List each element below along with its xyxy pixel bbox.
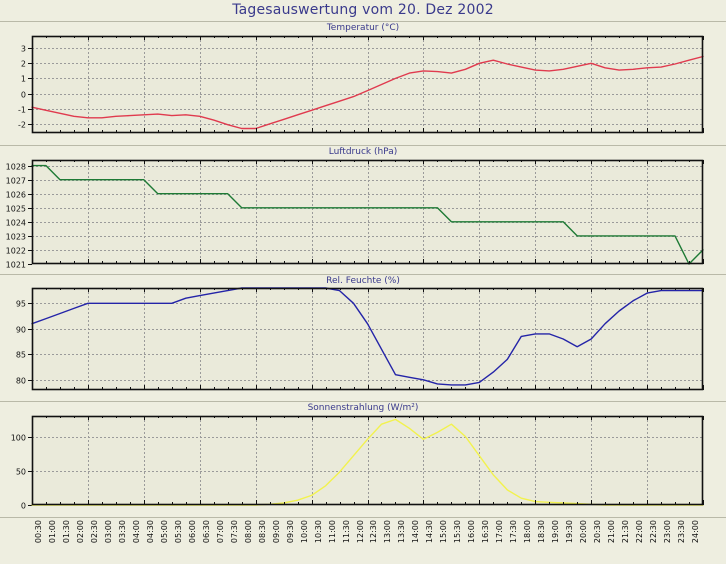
x-axis-label: 21:30 <box>621 520 631 544</box>
x-axis-label: 11:00 <box>327 520 337 544</box>
chart-svg-solar: 100 50 0 <box>11 415 704 511</box>
x-axis-label: 09:30 <box>285 520 295 544</box>
svg-text:0: 0 <box>21 502 26 511</box>
svg-text:2: 2 <box>21 60 26 69</box>
svg-text:-1: -1 <box>18 106 26 115</box>
svg-text:1: 1 <box>21 75 26 84</box>
svg-text:1028: 1028 <box>6 163 26 172</box>
x-axis-label: 01:30 <box>61 520 71 544</box>
svg-text:3: 3 <box>21 45 26 54</box>
x-axis-label: 10:30 <box>313 520 323 544</box>
x-axis-label: 04:00 <box>131 520 141 544</box>
x-axis-label: 22:00 <box>635 520 645 544</box>
svg-text:1021: 1021 <box>6 261 26 270</box>
chart-panel-solar: Sonnenstrahlung (W/m²) 100 50 0 <box>0 402 726 518</box>
x-axis-label: 08:30 <box>257 520 267 544</box>
x-axis-label: 04:30 <box>145 520 155 544</box>
x-axis-label: 02:30 <box>89 520 99 544</box>
svg-text:1027: 1027 <box>6 177 26 186</box>
x-axis-label: 23:00 <box>663 520 673 544</box>
x-axis-label: 24:00 <box>691 520 700 544</box>
x-axis-label: 16:30 <box>481 520 491 544</box>
svg-text:1026: 1026 <box>6 191 26 200</box>
chart-svg-temperature: 3 2 1 0 -1 -2 <box>18 35 704 134</box>
svg-text:-2: -2 <box>18 121 26 130</box>
title-band: Tagesauswertung vom 20. Dez 2002 <box>0 0 726 22</box>
x-axis-label: 12:30 <box>369 520 379 544</box>
svg-text:90: 90 <box>16 326 26 335</box>
x-axis-label: 11:30 <box>341 520 351 544</box>
chart-title-temperature: Temperatur (°C) <box>326 23 400 33</box>
x-axis-label: 14:00 <box>411 520 421 544</box>
x-axis-label: 19:00 <box>551 520 561 544</box>
x-axis-label: 22:30 <box>649 520 659 544</box>
x-axis-label: 03:30 <box>117 520 127 544</box>
x-axis-label: 09:00 <box>271 520 281 544</box>
x-axis-label: 17:30 <box>509 520 519 544</box>
chart-panel-pressure: Luftdruck (hPa) 1028 1027 1026 1025 1024 1023… <box>0 146 726 275</box>
x-axis-label: 12:00 <box>355 520 365 544</box>
x-axis-label: 18:00 <box>523 520 533 544</box>
x-axis-time-labels: 00:30 01:00 01:30 02:00 02:30 03:00 03:30 04:00… <box>0 518 726 564</box>
x-axis-label: 23:30 <box>677 520 687 544</box>
x-axis-label: 03:00 <box>103 520 113 544</box>
x-axis-label: 13:30 <box>397 520 407 544</box>
x-axis-label: 08:00 <box>243 520 253 544</box>
x-axis-label: 15:00 <box>439 520 449 544</box>
x-axis-label: 01:00 <box>47 520 57 544</box>
svg-text:85: 85 <box>16 351 26 360</box>
x-axis-label: 07:30 <box>229 520 239 544</box>
svg-text:50: 50 <box>16 468 26 477</box>
x-axis-label: 06:30 <box>201 520 211 544</box>
chart-title-humidity: Rel. Feuchte (%) <box>326 276 400 286</box>
x-axis-label: 17:00 <box>495 520 505 544</box>
x-axis-label: 21:00 <box>607 520 617 544</box>
svg-text:0: 0 <box>21 91 26 100</box>
chart-panel-humidity: Rel. Feuchte (%) 95 90 85 80 <box>0 275 726 402</box>
svg-text:1025: 1025 <box>6 205 26 214</box>
x-axis-label: 05:00 <box>159 520 169 544</box>
x-axis-label: 20:00 <box>579 520 589 544</box>
x-axis-label: 14:30 <box>425 520 435 544</box>
svg-text:1024: 1024 <box>6 219 26 228</box>
x-axis-label: 18:30 <box>537 520 547 544</box>
chart-svg-pressure: 1028 1027 1026 1025 1024 1023 1022 1021 <box>6 159 704 270</box>
chart-svg-humidity: 95 90 85 80 <box>16 287 704 391</box>
chart-title-pressure: Luftdruck (hPa) <box>328 147 398 157</box>
x-axis-label: 13:00 <box>383 520 393 544</box>
x-axis-label: 07:00 <box>215 520 225 544</box>
x-axis-label: 16:00 <box>467 520 477 544</box>
x-axis-label: 10:00 <box>299 520 309 544</box>
svg-text:80: 80 <box>16 377 26 386</box>
x-axis-label: 00:30 <box>33 520 43 544</box>
page-title: Tagesauswertung vom 20. Dez 2002 <box>232 2 494 18</box>
x-axis-label: 20:30 <box>593 520 603 544</box>
x-axis-label: 05:30 <box>173 520 183 544</box>
x-axis-label: 15:30 <box>453 520 463 544</box>
svg-text:100: 100 <box>11 434 26 443</box>
svg-text:1023: 1023 <box>6 233 26 242</box>
svg-text:1022: 1022 <box>6 247 26 256</box>
x-axis-label: 19:30 <box>565 520 575 544</box>
chart-panel-temperature: Temperatur (°C) 3 2 1 0 -1 -2 <box>0 22 726 146</box>
x-axis-label: 02:00 <box>75 520 85 544</box>
chart-title-solar: Sonnenstrahlung (W/m²) <box>307 403 419 413</box>
svg-text:95: 95 <box>16 300 26 309</box>
x-axis-label: 06:00 <box>187 520 197 544</box>
